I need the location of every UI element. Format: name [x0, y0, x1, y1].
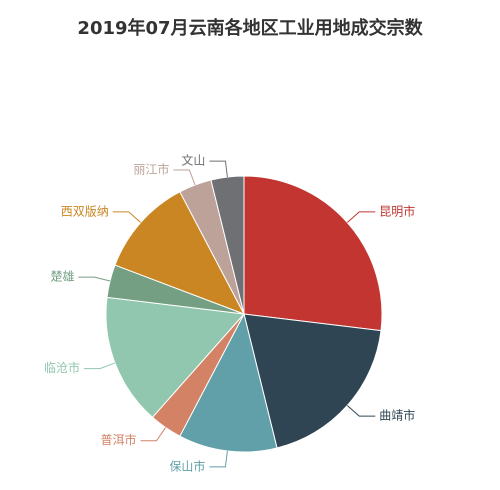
pie-slice[interactable]	[179, 312, 278, 453]
pie-slice-label: 文山	[181, 153, 205, 168]
pie-slice[interactable]	[105, 296, 246, 418]
pie-slice[interactable]	[243, 175, 383, 332]
pie-slice-label: 保山市	[169, 458, 205, 473]
pie-slice-label: 昆明市	[379, 203, 415, 218]
label-leader-line	[346, 211, 376, 223]
label-leader-line	[84, 362, 116, 370]
chart-title: 2019年07月云南各地区工业用地成交宗数	[77, 18, 423, 39]
pie-slice-label: 西双版纳	[61, 204, 109, 218]
pie-slice-label: 楚雄	[50, 269, 74, 284]
pie-slice-label: 临沧市	[44, 360, 80, 375]
pie-slice[interactable]	[114, 191, 246, 315]
label-leader-line	[346, 405, 376, 417]
pie-slice-label: 普洱市	[101, 432, 137, 447]
pie-slice-label: 丽江市	[133, 162, 169, 177]
label-leader-line	[112, 211, 142, 223]
pie-slice-label: 曲靖市	[379, 408, 415, 423]
label-leader-line	[78, 276, 111, 282]
label-leader-line	[209, 450, 228, 468]
label-leader-line	[140, 427, 167, 442]
label-leader-line	[209, 160, 228, 178]
label-leader-line	[173, 169, 196, 186]
